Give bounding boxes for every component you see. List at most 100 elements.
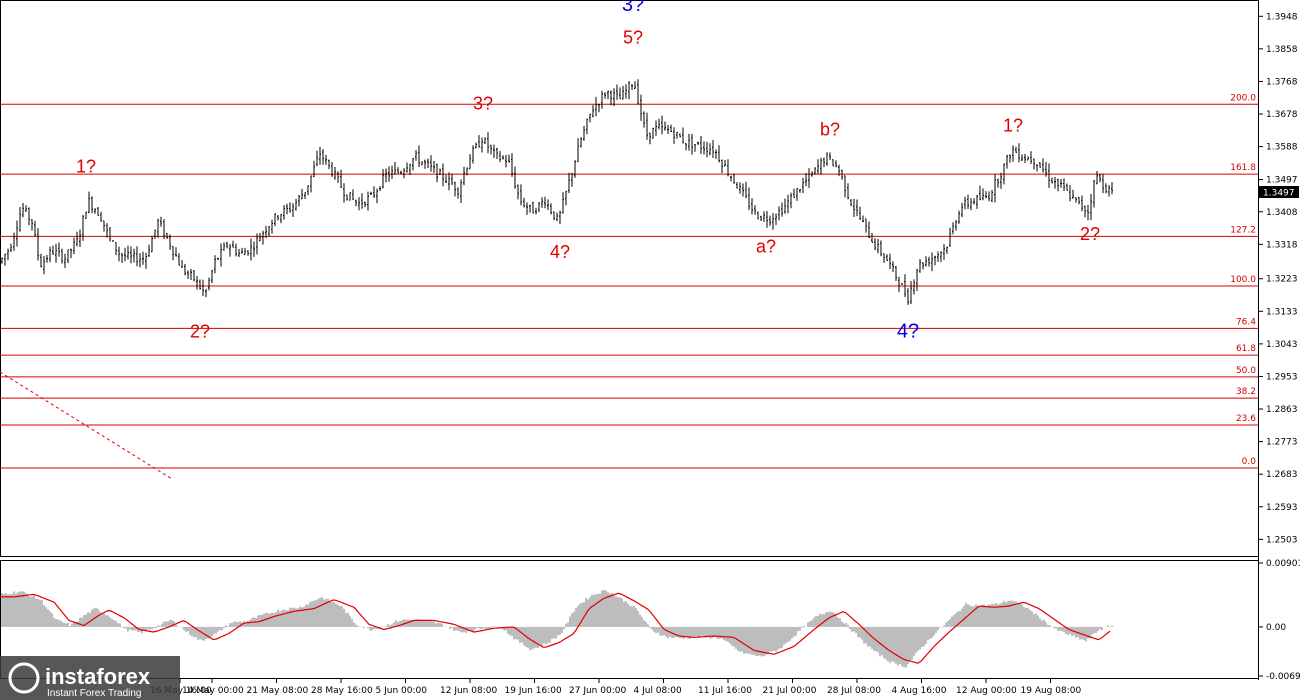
wave-label: 3? xyxy=(622,0,644,16)
osc-bar xyxy=(721,626,723,639)
osc-bar xyxy=(105,615,107,627)
osc-bar xyxy=(643,620,645,627)
osc-bar xyxy=(1095,626,1097,633)
osc-bar xyxy=(491,626,493,628)
osc-bar xyxy=(459,626,461,632)
osc-bar xyxy=(45,607,47,627)
osc-bar xyxy=(731,626,733,646)
osc-bar xyxy=(143,626,145,631)
osc-bar xyxy=(327,598,329,627)
osc-bar xyxy=(681,626,683,639)
osc-bar xyxy=(973,606,975,627)
osc-bar xyxy=(913,626,915,656)
osc-bar xyxy=(185,626,187,632)
osc-bar xyxy=(369,626,371,631)
osc-bar xyxy=(97,608,99,627)
osc-bar xyxy=(699,626,701,638)
osc-bar xyxy=(755,626,757,657)
osc-bar xyxy=(375,626,377,629)
osc-bar xyxy=(689,626,691,639)
osc-bar xyxy=(561,626,563,633)
osc-bar xyxy=(685,626,687,638)
osc-bar xyxy=(961,608,963,627)
osc-bar xyxy=(709,626,711,639)
osc-bar xyxy=(871,626,873,649)
osc-bar xyxy=(433,621,435,627)
osc-bar xyxy=(271,612,273,627)
time-tick-label: 28 May 16:00 xyxy=(311,686,373,696)
osc-bar xyxy=(737,626,739,651)
osc-bar xyxy=(219,626,221,630)
osc-bar xyxy=(299,606,301,627)
osc-bar xyxy=(839,618,841,627)
osc-bar xyxy=(1,593,3,627)
osc-bar xyxy=(509,626,511,636)
osc-bar xyxy=(715,626,717,638)
osc-bar xyxy=(989,604,991,627)
osc-bar xyxy=(975,604,977,627)
osc-bar xyxy=(49,611,51,627)
time-tick-label: 19 Jun 16:00 xyxy=(505,686,562,696)
osc-bar xyxy=(881,626,883,656)
osc-bar xyxy=(305,604,307,627)
osc-bar xyxy=(431,621,433,627)
osc-bar xyxy=(357,625,359,627)
osc-bar xyxy=(893,626,895,663)
dashed-trend-line xyxy=(0,371,173,480)
current-price-label: 1.3497 xyxy=(1263,189,1295,199)
osc-bar xyxy=(691,626,693,638)
osc-bar xyxy=(747,626,749,654)
osc-bar xyxy=(837,617,839,627)
osc-bar xyxy=(111,619,113,627)
osc-bar xyxy=(917,626,919,651)
osc-bar xyxy=(661,626,663,636)
osc-bar xyxy=(817,616,819,627)
fib-level-label: 50.0 xyxy=(1236,366,1256,376)
osc-bar xyxy=(477,626,479,628)
osc-bar xyxy=(573,611,575,627)
osc-bar xyxy=(903,626,905,668)
osc-bar xyxy=(771,626,773,652)
osc-bar xyxy=(743,626,745,654)
osc-bar xyxy=(157,625,159,627)
osc-bar xyxy=(325,598,327,627)
osc-bar xyxy=(487,626,489,629)
osc-bar xyxy=(119,623,121,627)
osc-bar xyxy=(557,626,559,636)
osc-bar xyxy=(151,626,153,629)
osc-bar xyxy=(229,623,231,627)
osc-bar xyxy=(1067,626,1069,635)
osc-bar xyxy=(953,614,955,627)
osc-signal-line xyxy=(0,592,1111,664)
osc-bar xyxy=(387,624,389,627)
osc-bar xyxy=(1055,626,1057,629)
osc-bar xyxy=(645,621,647,627)
osc-bar xyxy=(841,621,843,627)
osc-bar xyxy=(247,620,249,627)
osc-bar xyxy=(895,626,897,664)
time-tick-label: 11 Jul 16:00 xyxy=(698,686,752,696)
osc-bar xyxy=(625,601,627,627)
osc-bar xyxy=(131,626,133,631)
fib-level-label: 76.4 xyxy=(1236,317,1256,327)
osc-bar xyxy=(149,626,151,630)
osc-bar xyxy=(987,604,989,627)
osc-bar xyxy=(101,613,103,627)
osc-bar xyxy=(641,616,643,627)
osc-bar xyxy=(309,602,311,627)
osc-bar xyxy=(285,610,287,627)
osc-bar xyxy=(843,623,845,627)
osc-bar xyxy=(551,626,553,639)
osc-bar xyxy=(339,605,341,627)
osc-bar xyxy=(507,626,509,634)
osc-bar xyxy=(719,626,721,639)
osc-bar xyxy=(863,626,865,644)
osc-bar xyxy=(349,615,351,627)
osc-bar xyxy=(1027,607,1029,627)
osc-bar xyxy=(829,611,831,627)
osc-bar xyxy=(221,626,223,631)
osc-bar xyxy=(25,593,27,627)
osc-bar xyxy=(321,597,323,627)
osc-bar xyxy=(777,626,779,650)
osc-bar xyxy=(655,626,657,634)
